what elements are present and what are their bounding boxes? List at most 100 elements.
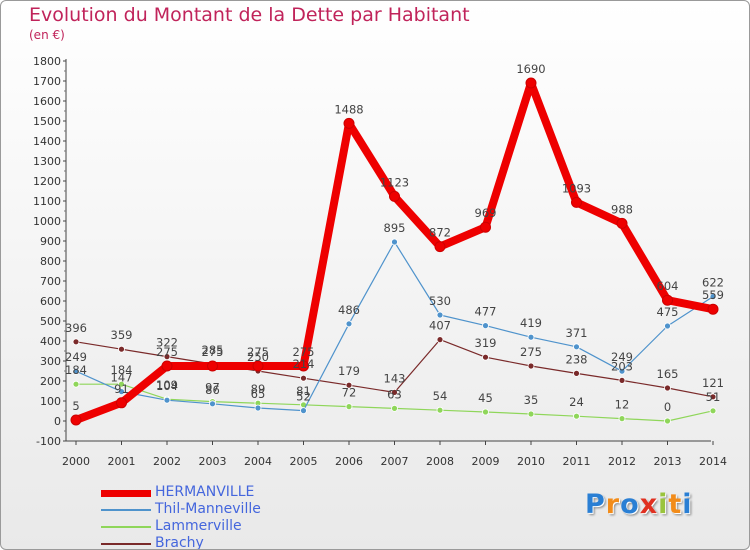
data-label: 179 [338, 364, 360, 378]
data-label: 1690 [516, 62, 545, 76]
data-point [391, 404, 398, 412]
data-label: 477 [475, 305, 497, 319]
data-label: 184 [65, 363, 87, 377]
data-point [436, 311, 444, 319]
data-label: 104 [156, 379, 178, 393]
data-label: 275 [156, 345, 178, 359]
data-point [662, 294, 673, 306]
data-label: 45 [478, 391, 493, 405]
data-point [664, 322, 671, 330]
y-tick-label: 1400 [33, 135, 61, 148]
data-point [298, 360, 309, 372]
data-label: 604 [657, 279, 679, 293]
data-label: 249 [611, 350, 633, 364]
data-point [527, 333, 535, 341]
y-tick-label: 300 [40, 355, 61, 368]
logo-letter: o [620, 489, 640, 520]
data-label: 51 [706, 390, 721, 404]
data-point [616, 217, 628, 229]
logo-letter: i [682, 489, 693, 520]
data-point [300, 407, 307, 415]
logo-letter: P [585, 489, 606, 520]
data-label: 359 [111, 328, 133, 342]
x-tick-label: 2001 [108, 455, 136, 468]
data-point [573, 369, 580, 377]
data-label: 475 [657, 305, 679, 319]
data-label: 530 [429, 294, 451, 308]
y-tick-label: 1100 [33, 195, 61, 208]
data-label: 165 [657, 367, 679, 381]
data-point [252, 360, 264, 372]
data-label: 895 [384, 221, 406, 235]
legend-label: Brachy [155, 535, 204, 550]
data-label: 486 [338, 303, 360, 317]
x-tick-label: 2004 [244, 455, 272, 468]
data-label: 419 [520, 316, 542, 330]
data-label: 249 [65, 350, 87, 364]
logo-letter: i [658, 489, 669, 520]
data-label: 275 [520, 345, 542, 359]
data-label: 52 [296, 390, 311, 404]
legend-swatch [101, 543, 151, 545]
data-point [482, 408, 489, 416]
legend-label: HERMANVILLE [155, 484, 255, 500]
data-point [434, 241, 446, 253]
data-label: 275 [247, 345, 269, 359]
x-tick-label: 2002 [153, 455, 181, 468]
data-label: 65 [251, 387, 266, 401]
data-point [436, 336, 444, 344]
x-tick-label: 2005 [290, 455, 318, 468]
data-point [300, 374, 307, 382]
data-label: 275 [293, 345, 315, 359]
data-label: 143 [384, 371, 406, 385]
legend-swatch [101, 526, 151, 528]
data-label: 559 [702, 288, 724, 302]
data-point [118, 345, 125, 353]
data-point [207, 360, 218, 372]
logo-letter: r [605, 489, 621, 520]
data-point [391, 388, 398, 396]
data-point [436, 406, 444, 414]
data-label: 407 [429, 319, 451, 333]
x-tick-label: 2003 [199, 455, 227, 468]
y-tick-label: 1300 [33, 155, 61, 168]
data-label: 0 [664, 400, 671, 414]
data-point [573, 343, 580, 351]
data-point [345, 403, 353, 411]
data-point [709, 393, 717, 401]
proxiti-logo: Proxiti [585, 489, 693, 520]
data-point [527, 410, 535, 418]
data-label: 988 [611, 202, 633, 216]
data-label: 109 [156, 378, 178, 392]
data-point [116, 397, 127, 409]
data-label: 214 [293, 357, 315, 371]
x-tick-label: 2008 [426, 455, 454, 468]
data-label: 91 [114, 382, 129, 396]
logo-letter: x [639, 489, 659, 520]
data-point [482, 353, 489, 361]
data-point [664, 384, 671, 392]
data-point [618, 376, 626, 384]
data-point [571, 196, 582, 208]
chart-subtitle: (en €) [29, 28, 65, 42]
y-tick-label: 100 [40, 395, 61, 408]
data-point [707, 303, 719, 315]
data-point [573, 412, 580, 420]
x-tick-label: 2011 [563, 455, 591, 468]
data-point [72, 367, 80, 375]
y-tick-label: 400 [40, 335, 61, 348]
data-point [161, 360, 173, 372]
x-tick-label: 2014 [699, 455, 727, 468]
data-point [480, 221, 491, 233]
data-label: 371 [566, 326, 588, 340]
y-tick-label: 500 [40, 315, 61, 328]
data-label: 1093 [562, 181, 591, 195]
data-point [389, 190, 400, 202]
data-point [118, 380, 125, 388]
data-label: 63 [387, 387, 402, 401]
data-label: 147 [111, 371, 133, 385]
x-tick-label: 2006 [335, 455, 363, 468]
y-tick-label: -100 [36, 435, 61, 448]
